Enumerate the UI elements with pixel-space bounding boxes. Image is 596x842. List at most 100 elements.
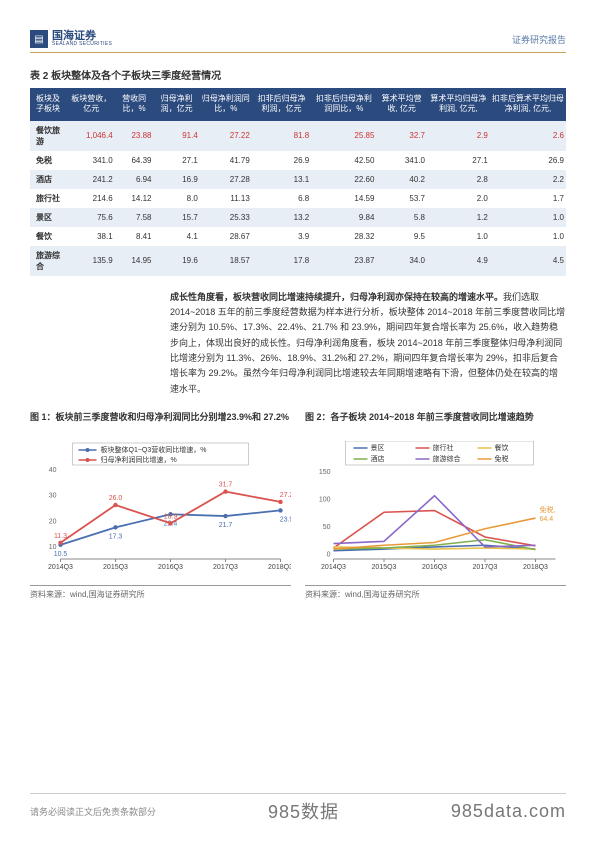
chart1-source: 资料来源：wind,国海证券研究所 [30,585,291,600]
svg-text:21.7: 21.7 [219,522,233,529]
svg-text:40: 40 [49,467,57,474]
svg-text:11.3: 11.3 [54,533,67,540]
watermark-right: 985data.com [451,801,566,822]
cell: 22.60 [311,170,376,189]
col-header: 营收同比，% [115,88,154,121]
cell: 16.9 [154,170,200,189]
cell: 23.87 [311,246,376,276]
cell: 9.5 [376,227,427,246]
cell: 26.9 [252,151,311,170]
svg-text:2016Q3: 2016Q3 [422,564,447,571]
cell: 2.6 [490,121,566,151]
cell: 1.7 [490,189,566,208]
col-header: 板块营收，亿元 [68,88,115,121]
cell: 40.2 [376,170,427,189]
svg-text:0: 0 [327,551,331,558]
cell: 27.1 [154,151,200,170]
logo-text-en: SEALAND SECURITIES [52,42,112,47]
svg-text:30: 30 [49,493,57,500]
chart2: 景区旅行社餐饮酒店旅游综合免税0501001502014Q32015Q32016… [305,441,566,581]
svg-text:旅游综合: 旅游综合 [433,454,461,463]
cell: 28.67 [200,227,252,246]
cell: 5.8 [376,208,427,227]
table-row: 免税341.064.3927.141.7926.942.50341.027.12… [30,151,566,170]
cell: 214.6 [68,189,115,208]
cell: 25.33 [200,208,252,227]
cell: 4.1 [154,227,200,246]
table-row: 酒店241.26.9416.927.2813.122.6040.22.82.2 [30,170,566,189]
cell: 27.1 [427,151,490,170]
svg-text:免税,: 免税, [540,505,556,514]
row-name: 餐饮旅游 [30,121,68,151]
svg-text:旅行社: 旅行社 [433,443,454,452]
svg-text:17.3: 17.3 [109,533,123,540]
col-header: 算术平均营收, 亿元 [376,88,427,121]
cell: 2.9 [427,121,490,151]
analysis-paragraph: 成长性角度看，板块营收同比增速持续提升，归母净利润亦保持在较高的增速水平。我们选… [170,290,566,397]
cell: 19.6 [154,246,200,276]
table-row: 景区75.67.5815.725.3313.29.845.81.21.0 [30,208,566,227]
col-header: 板块及子板块 [30,88,68,121]
cell: 64.39 [115,151,154,170]
cell: 13.2 [252,208,311,227]
cell: 4.5 [490,246,566,276]
cell: 41.79 [200,151,252,170]
svg-text:2015Q3: 2015Q3 [103,564,128,571]
cell: 1.0 [490,208,566,227]
cell: 81.8 [252,121,311,151]
svg-text:23.9: 23.9 [280,516,291,523]
svg-text:餐饮: 餐饮 [495,443,509,452]
cell: 1.2 [427,208,490,227]
row-name: 旅游综合 [30,246,68,276]
logo: ▤ 国海证券 SEALAND SECURITIES [30,30,112,48]
svg-text:50: 50 [323,524,331,531]
table-row: 旅游综合135.914.9519.618.5717.823.8734.04.94… [30,246,566,276]
cell: 3.9 [252,227,311,246]
cell: 341.0 [376,151,427,170]
page-footer: 请务必阅读正文后免责条款部分 985数据 985data.com [30,793,566,824]
report-type: 证券研究报告 [512,33,566,46]
table-row: 旅行社214.614.128.011.136.814.5953.72.01.7 [30,189,566,208]
row-name: 免税 [30,151,68,170]
svg-text:2015Q3: 2015Q3 [372,564,397,571]
col-header: 扣非后归母净利润，亿元 [252,88,311,121]
cell: 42.50 [311,151,376,170]
svg-text:2014Q3: 2014Q3 [321,564,346,571]
cell: 34.0 [376,246,427,276]
cell: 15.7 [154,208,200,227]
svg-text:26.0: 26.0 [109,495,123,502]
chart2-title: 图 2：各子板块 2014~2018 年前三季度营收同比增速趋势 [305,411,566,437]
svg-text:2016Q3: 2016Q3 [158,564,183,571]
cell: 4.9 [427,246,490,276]
cell: 23.88 [115,121,154,151]
row-name: 酒店 [30,170,68,189]
svg-text:10.5: 10.5 [54,551,68,558]
cell: 6.94 [115,170,154,189]
table-row: 餐饮38.18.414.128.673.928.329.51.01.0 [30,227,566,246]
cell: 2.2 [490,170,566,189]
para-lead: 成长性角度看，板块营收同比增速持续提升，归母净利润亦保持在较高的增速水平。 [170,292,503,302]
svg-text:27.2: 27.2 [280,492,291,499]
table-caption: 表 2 板块整体及各个子板块三季度经营情况 [30,67,566,82]
chart1: 板块整体Q1~Q3营收同比增速，%归母净利润同比增速，%102030402014… [30,441,291,581]
svg-text:150: 150 [319,469,331,476]
svg-text:板块整体Q1~Q3营收同比增速，%: 板块整体Q1~Q3营收同比增速，% [101,445,207,454]
cell: 8.0 [154,189,200,208]
cell: 9.84 [311,208,376,227]
cell: 26.9 [490,151,566,170]
svg-text:2018Q3: 2018Q3 [268,564,291,571]
svg-text:31.7: 31.7 [219,481,233,488]
cell: 25.85 [311,121,376,151]
cell: 13.1 [252,170,311,189]
chart1-title: 图 1：板块前三季度营收和归母净利润同比分别增23.9%和 27.2% [30,411,291,437]
col-header: 扣非后归母净利润同比，% [311,88,376,121]
svg-text:2014Q3: 2014Q3 [48,564,73,571]
cell: 1.0 [490,227,566,246]
svg-text:酒店: 酒店 [371,454,385,463]
cell: 91.4 [154,121,200,151]
svg-text:64.4: 64.4 [540,516,554,523]
svg-text:归母净利润同比增速，%: 归母净利润同比增速，% [101,455,177,464]
para-rest: 我们选取 2014~2018 五年的前三季度经营数据为样本进行分析，板块整体 2… [170,292,565,394]
col-header: 归母净利润同比，% [200,88,252,121]
cell: 27.28 [200,170,252,189]
